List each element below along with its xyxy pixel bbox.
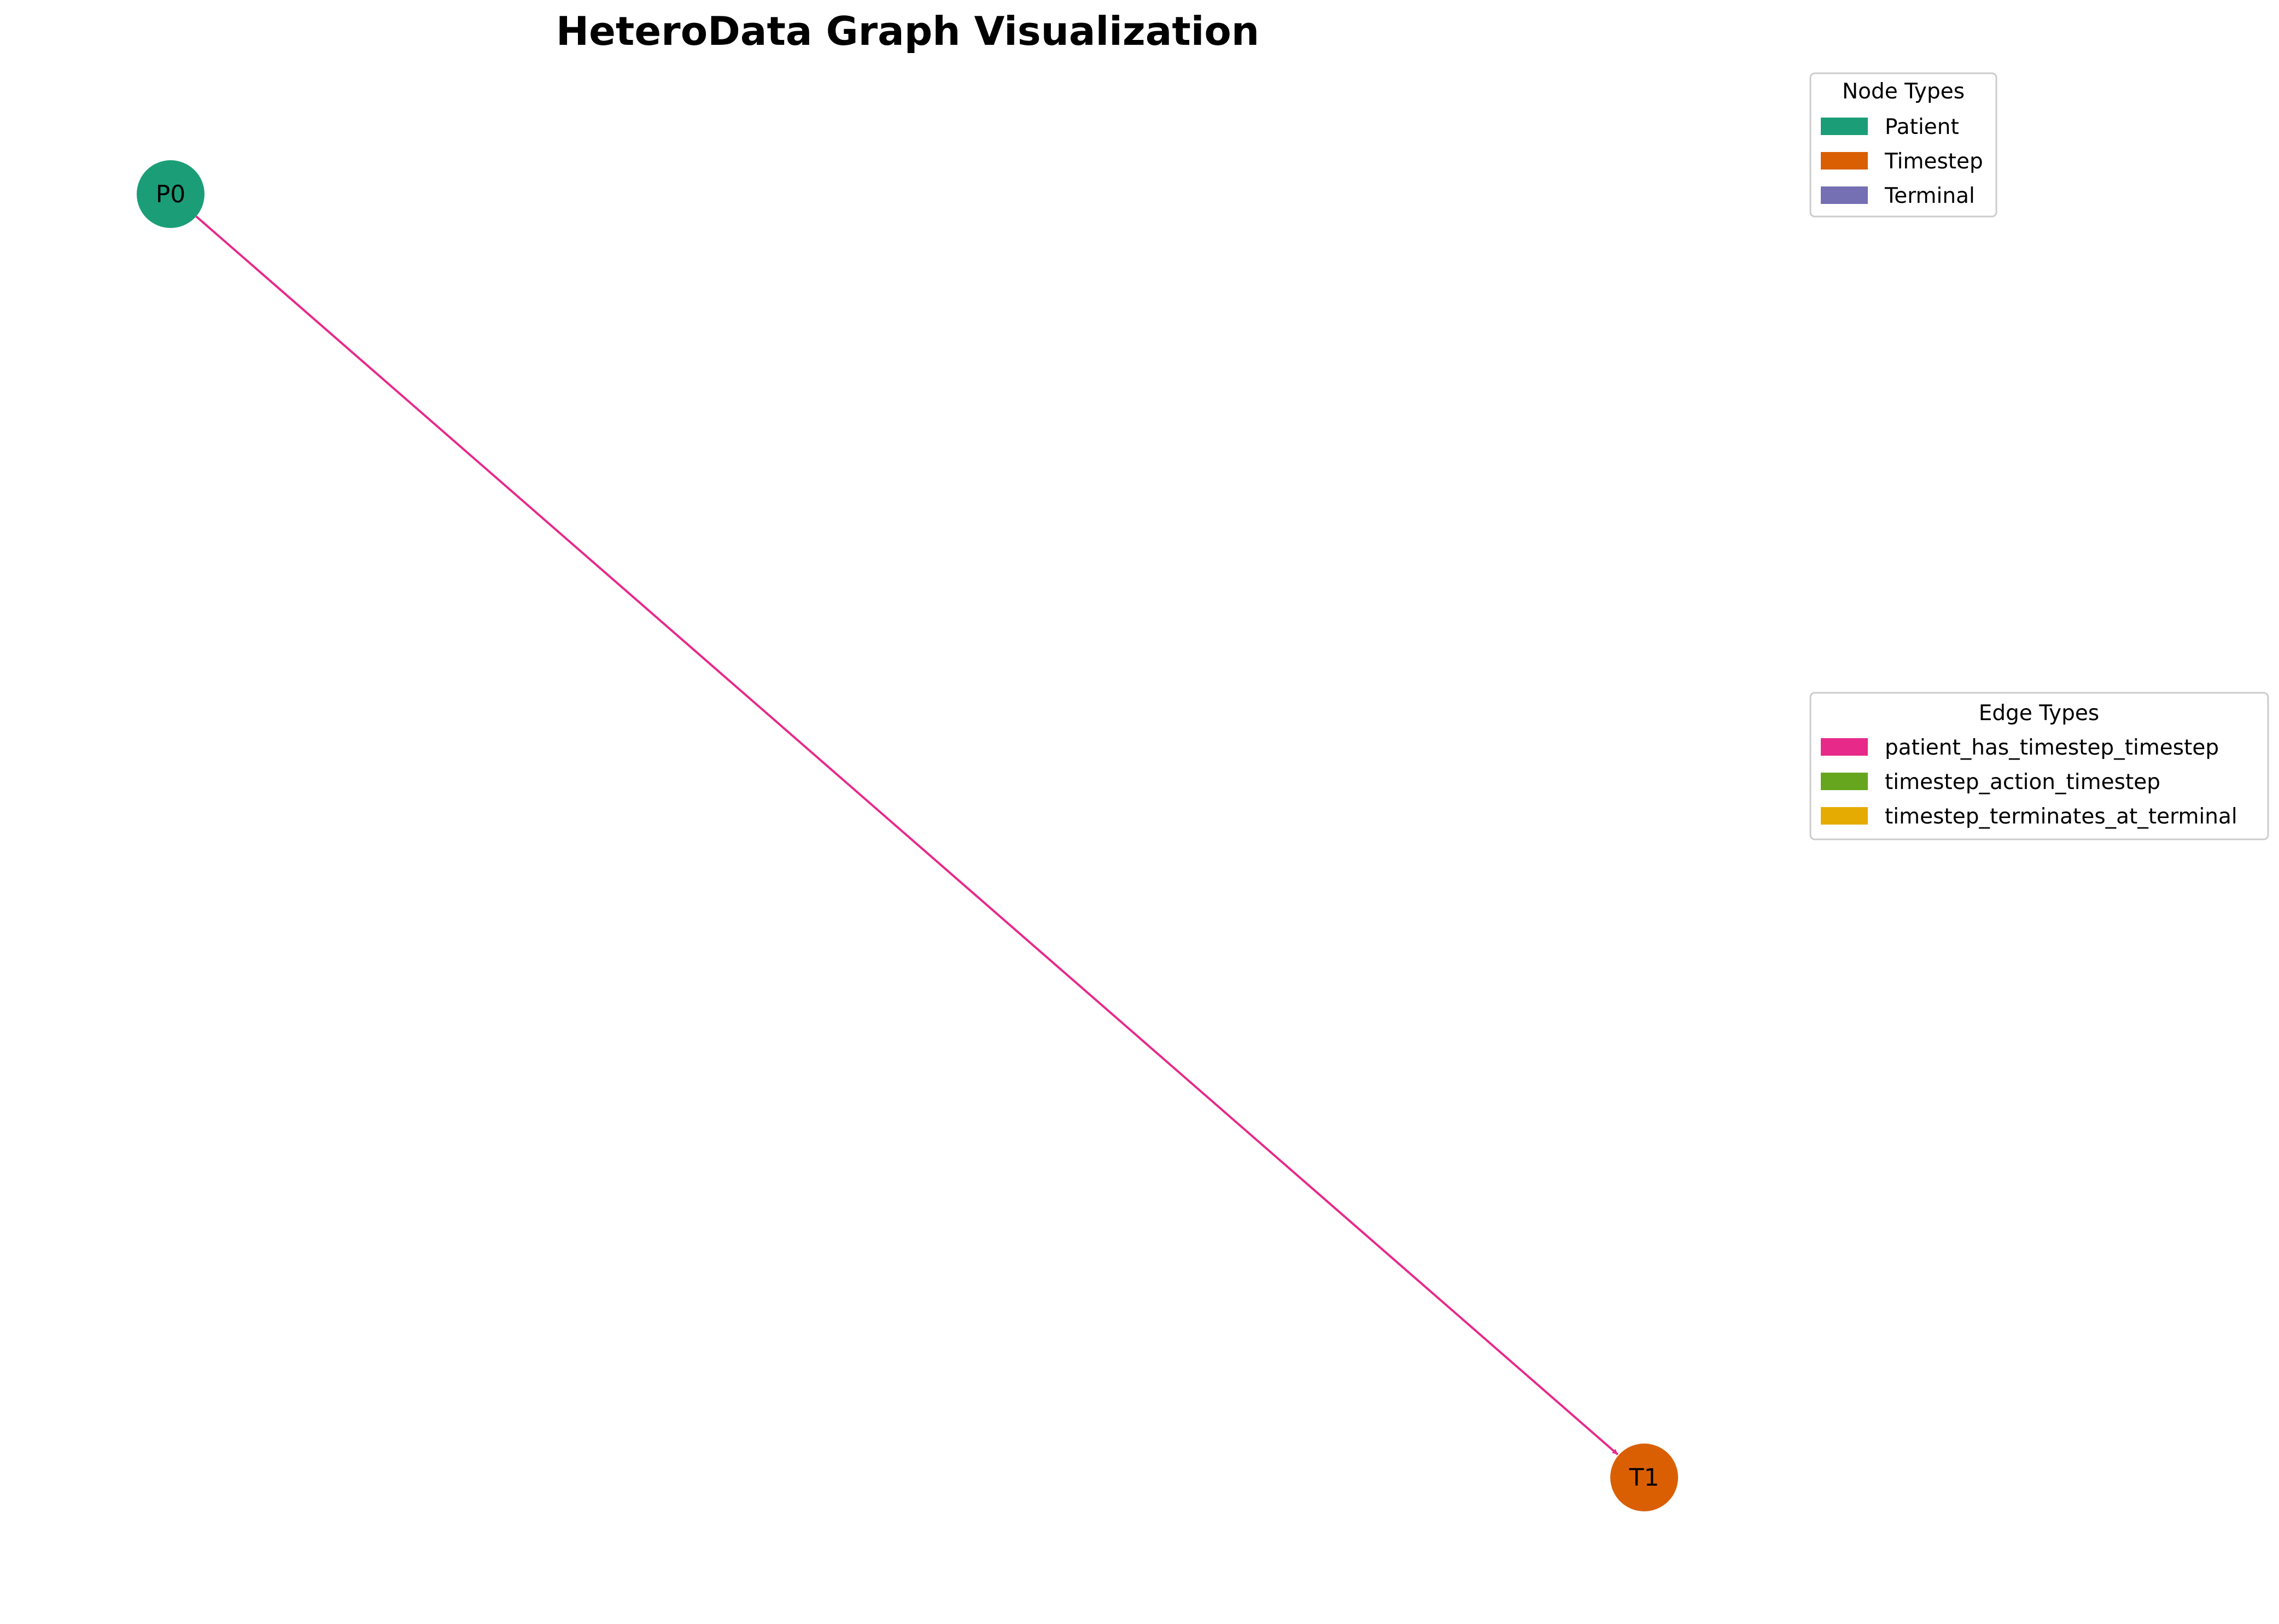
edge-legend-swatch	[1821, 738, 1868, 756]
edge-legend-item: timestep_action_timestep	[1821, 770, 2160, 795]
node-types-legend: Node Types Patient Timestep Terminal	[1809, 72, 1997, 218]
edge-legend-label: patient_has_timestep_timestep	[1885, 735, 2219, 760]
edge-legend-swatch	[1821, 807, 1868, 825]
node-legend-item: Patient	[1821, 115, 1959, 139]
edge-legend-item: patient_has_timestep_timestep	[1821, 735, 2219, 760]
edge-types-legend: Edge Types patient_has_timestep_timestep…	[1809, 692, 2269, 840]
node-label: P0	[156, 180, 186, 208]
edge-legend-label: timestep_action_timestep	[1885, 770, 2160, 795]
edge-legend-items: patient_has_timestep_timestep timestep_ac…	[1821, 735, 2237, 829]
node-legend-item: Timestep	[1821, 149, 1983, 174]
edge-legend-item: timestep_terminates_at_terminal	[1821, 804, 2237, 829]
chart-title: HeteroData Graph Visualization	[556, 8, 1259, 54]
node-legend-label: Terminal	[1884, 184, 1975, 208]
node-legend-item: Terminal	[1821, 184, 1975, 208]
node-legend-swatch	[1821, 152, 1868, 170]
edges-layer	[195, 215, 1619, 1456]
edge-legend-title: Edge Types	[1979, 701, 2099, 726]
node-legend-swatch	[1821, 118, 1868, 135]
nodes-layer: P0 T1	[137, 160, 1678, 1511]
node-legend-frame	[1809, 72, 1997, 218]
node-P0: P0	[137, 160, 204, 228]
edge-P0-T1	[195, 215, 1619, 1456]
edge-legend-label: timestep_terminates_at_terminal	[1885, 804, 2237, 829]
node-legend-label: Patient	[1885, 115, 1959, 139]
node-legend-title: Node Types	[1842, 79, 1965, 104]
edge-legend-swatch	[1821, 773, 1868, 790]
node-legend-swatch	[1821, 186, 1868, 204]
node-legend-label: Timestep	[1884, 149, 1983, 174]
node-circle	[137, 160, 204, 228]
node-circle	[1610, 1444, 1678, 1511]
node-legend-items: Patient Timestep Terminal	[1821, 115, 1983, 208]
node-T1: T1	[1610, 1444, 1678, 1511]
edge-legend-frame	[1809, 692, 2269, 840]
node-label: T1	[1629, 1464, 1659, 1492]
